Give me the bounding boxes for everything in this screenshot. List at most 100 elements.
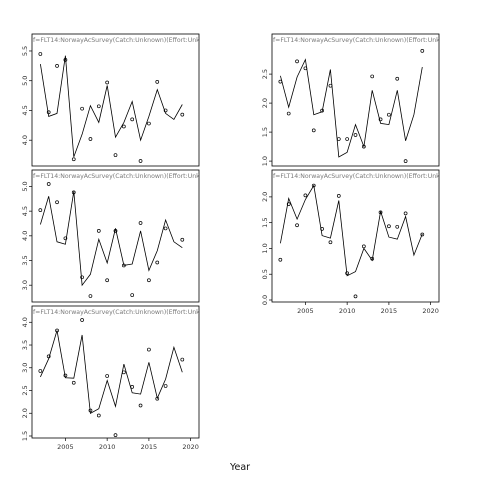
observed-point [345,271,349,276]
fitted-series-line [40,330,183,414]
observed-point [38,52,43,56]
y-tick-label: 5.0 [21,76,29,86]
observed-point [311,183,316,188]
observed-point [88,294,93,298]
observed-point [370,74,375,79]
observed-point [362,244,366,249]
observed-point [403,211,408,216]
panel-border [31,169,200,303]
y-tick-label: 2.5 [21,385,29,395]
observed-point [80,318,84,322]
observed-point [55,63,59,68]
observed-point [320,227,324,231]
y-tick-label: 2.5 [261,69,269,79]
observed-point [55,200,59,205]
observed-point [345,137,349,141]
y-tick-label: 1.0 [261,243,269,253]
panel-strip-label: f=FLT14:NorwayAcSurvey(Catch:Unknown)(Ef… [273,173,459,180]
panel-border [31,33,200,167]
observed-point [96,229,101,233]
observed-point [55,328,59,333]
y-tick-label: 4.5 [21,105,29,115]
observed-point [155,260,160,265]
observed-point [88,408,93,413]
observed-point [163,226,168,231]
observed-point [80,275,84,280]
observed-point [113,229,118,233]
x-axis-title: Year [229,462,250,473]
panel-border [31,305,200,439]
panel-strip-label: f=FLT14:NorwayAcSurvey(Catch:Unknown)(Ef… [33,173,219,180]
x-tick-label: 2005 [297,307,314,315]
observed-point [163,108,168,113]
y-tick-label: 4.5 [21,206,29,216]
y-tick-label: 2.0 [261,98,269,108]
y-tick-label: 4.0 [21,317,29,327]
observed-point [328,83,333,88]
x-tick-label: 2015 [141,443,158,451]
panel-border [271,33,440,167]
observed-point [278,257,283,262]
observed-point [362,144,366,149]
observed-point [387,224,391,229]
observed-point [295,223,299,228]
y-tick-label: 3.5 [21,255,29,265]
observed-point [130,117,135,122]
observed-point [147,278,151,283]
x-tick-label: 2010 [339,307,356,315]
observed-point [38,369,43,373]
observed-point [328,240,333,245]
observed-point [46,182,51,186]
observed-point [180,357,185,362]
observed-point [71,190,76,195]
observed-point [147,121,151,126]
observed-point [138,221,143,225]
observed-point [113,433,118,437]
observed-point [138,403,143,408]
y-tick-label: 0.5 [261,269,269,279]
fitted-series-line [280,184,423,277]
observed-point [130,293,135,297]
observed-point [105,278,110,283]
observed-point [88,137,93,141]
observed-point [370,256,375,261]
y-tick-label: 2.0 [21,408,29,418]
observed-point [311,128,316,133]
fitted-series-line [280,58,423,158]
observed-point [295,59,299,64]
observed-point [147,347,151,352]
observed-point [71,157,76,162]
observed-point [286,111,291,116]
panel-strip-label: f=FLT14:NorwayAcSurvey(Catch:Unknown)(Ef… [33,37,219,44]
observed-point [105,374,110,378]
observed-point [105,80,110,85]
observed-point [395,76,400,81]
y-tick-label: 1.5 [21,431,29,441]
observed-point [155,396,160,401]
x-tick-label: 2020 [182,443,199,451]
fitted-series-line [40,191,183,287]
x-tick-label: 2020 [422,307,439,315]
observed-point [38,208,43,213]
observed-point [180,112,185,117]
observed-point [336,194,341,198]
y-tick-label: 2.0 [261,192,269,202]
observed-point [121,370,126,375]
panel-strip-label: f=FLT14:NorwayAcSurvey(Catch:Unknown)(Ef… [33,309,219,316]
observed-point [96,413,101,418]
x-tick-label: 2010 [99,443,116,451]
observed-point [71,380,76,385]
y-tick-label: 5.0 [21,181,29,191]
y-tick-label: 1.5 [261,217,269,227]
chart-panel-2: f=FLT14:NorwayAcSurvey(Catch:Unknown)(Ef… [261,33,440,167]
observed-point [96,104,101,109]
y-tick-label: 3.0 [21,280,29,290]
y-tick-label: 1.5 [261,127,269,137]
observed-point [63,236,68,241]
observed-point [80,106,84,111]
observed-point [63,373,68,378]
observed-point [138,159,143,163]
chart-panel-4: f=FLT14:NorwayAcSurvey(Catch:Unknown)(Ef… [261,169,459,315]
observed-point [336,137,341,141]
